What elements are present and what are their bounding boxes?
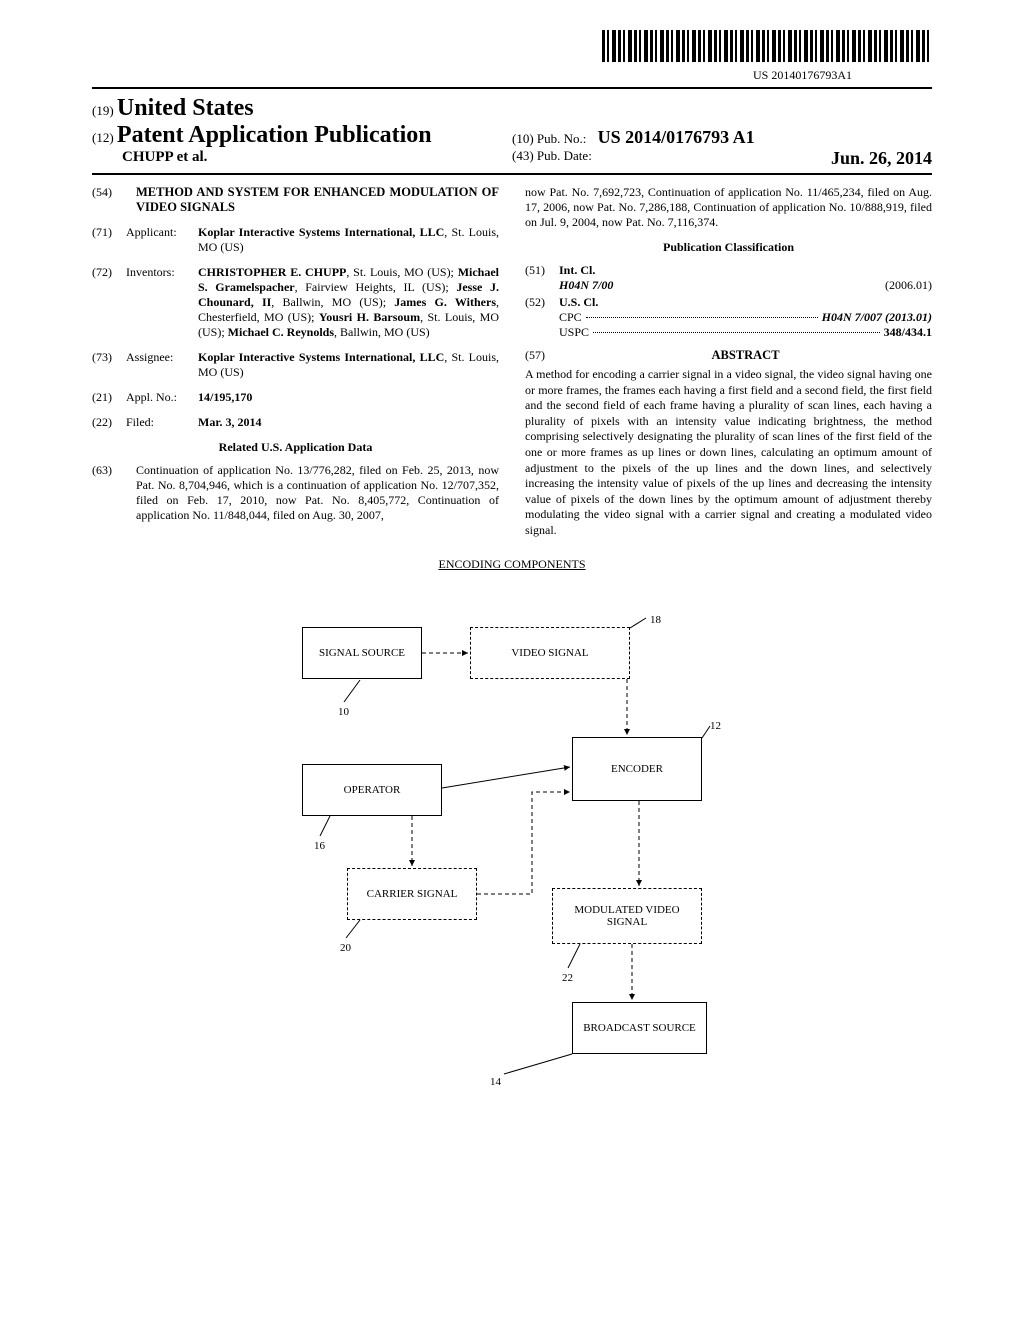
pubclass-head: Publication Classification: [525, 240, 932, 255]
barcode-text: US 20140176793A1: [92, 68, 852, 83]
related-head: Related U.S. Application Data: [92, 440, 499, 455]
filed-row: (22) Filed: Mar. 3, 2014: [92, 415, 499, 430]
applicant-code: (71): [92, 225, 126, 255]
left-column: (54) METHOD AND SYSTEM FOR ENHANCED MODU…: [92, 185, 499, 539]
uspc-label: USPC: [559, 325, 589, 340]
rule-top: [92, 87, 932, 89]
diagram-box-signal-source: SIGNAL SOURCE: [302, 627, 422, 679]
related-code: (63): [92, 463, 126, 523]
diagram-ref-14: 14: [490, 1076, 501, 1088]
invention-title: METHOD AND SYSTEM FOR ENHANCED MODULATIO…: [136, 185, 499, 215]
filed-date: Mar. 3, 2014: [198, 415, 499, 430]
pubno-row: (10) Pub. No.: US 2014/0176793 A1: [512, 127, 932, 148]
pubdate: Jun. 26, 2014: [831, 148, 932, 169]
applicant-row: (71) Applicant: Koplar Interactive Syste…: [92, 225, 499, 255]
pubno: US 2014/0176793 A1: [598, 127, 755, 147]
code-pub: (12): [92, 130, 114, 145]
code-pubdate: (43): [512, 148, 534, 163]
inventors-body: CHRISTOPHER E. CHUPP, St. Louis, MO (US)…: [198, 265, 499, 340]
intcl-value: H04N 7/00: [559, 278, 885, 293]
assignee-body: Koplar Interactive Systems International…: [198, 350, 499, 380]
applno: 14/195,170: [198, 390, 499, 405]
related-text-left: Continuation of application No. 13/776,2…: [136, 463, 499, 523]
abstract-head: ABSTRACT: [559, 348, 932, 363]
dots: [586, 317, 818, 318]
code-pubno: (10): [512, 131, 534, 146]
diagram-box-encoder: ENCODER: [572, 737, 702, 801]
diagram-ref-22: 22: [562, 972, 573, 984]
diagram: SIGNAL SOURCE VIDEO SIGNAL OPERATOR ENCODER…: [232, 592, 792, 1102]
applno-code: (21): [92, 390, 126, 405]
authors-line: CHUPP et al.: [92, 149, 512, 166]
title-code: (54): [92, 185, 126, 215]
body-columns: (54) METHOD AND SYSTEM FOR ENHANCED MODU…: [92, 185, 932, 539]
diagram-box-operator: OPERATOR: [302, 764, 442, 816]
diagram-ref-18: 18: [650, 614, 661, 626]
uspc-value: 348/434.1: [884, 325, 932, 340]
inventors-row: (72) Inventors: CHRISTOPHER E. CHUPP, St…: [92, 265, 499, 340]
title-row: (54) METHOD AND SYSTEM FOR ENHANCED MODU…: [92, 185, 499, 215]
barcode: [602, 30, 932, 62]
diagram-box-carrier-signal: CARRIER SIGNAL: [347, 868, 477, 920]
intcl-row: (51) Int. Cl. H04N 7/00 (2006.01): [525, 263, 932, 293]
uscl-label: U.S. Cl.: [559, 295, 932, 310]
diagram-ref-20: 20: [340, 942, 351, 954]
applicant-body: Koplar Interactive Systems International…: [198, 225, 499, 255]
applno-row: (21) Appl. No.: 14/195,170: [92, 390, 499, 405]
intcl-code: (51): [525, 263, 559, 293]
diagram-title: ENCODING COMPONENTS: [92, 557, 932, 572]
intcl-label: Int. Cl.: [559, 263, 932, 278]
cpc-value: H04N 7/007 (2013.01): [822, 310, 932, 325]
barcode-region: US 20140176793A1: [92, 30, 932, 83]
filed-code: (22): [92, 415, 126, 430]
patent-header: (19) United States (12) Patent Applicati…: [92, 95, 932, 169]
uscl-code: (52): [525, 295, 559, 340]
diagram-box-modulated-video: MODULATED VIDEO SIGNAL: [552, 888, 702, 944]
related-row: (63) Continuation of application No. 13/…: [92, 463, 499, 523]
abstract-head-row: (57) ABSTRACT: [525, 348, 932, 363]
intcl-year: (2006.01): [885, 278, 932, 293]
inventors-code: (72): [92, 265, 126, 340]
pubdate-row: (43) Pub. Date: Jun. 26, 2014: [512, 148, 932, 164]
diagram-box-video-signal: VIDEO SIGNAL: [470, 627, 630, 679]
pubdate-label: Pub. Date:: [537, 148, 592, 163]
cpc-label: CPC: [559, 310, 582, 325]
assignee-code: (73): [92, 350, 126, 380]
inventors-label: Inventors:: [126, 265, 198, 340]
assignee-label: Assignee:: [126, 350, 198, 380]
related-text-right: now Pat. No. 7,692,723, Continuation of …: [525, 185, 932, 230]
diagram-ref-16: 16: [314, 840, 325, 852]
right-column: now Pat. No. 7,692,723, Continuation of …: [525, 185, 932, 539]
rule-bottom: [92, 173, 932, 175]
diagram-ref-12: 12: [710, 720, 721, 732]
code-country: (19): [92, 103, 114, 118]
diagram-box-broadcast-source: BROADCAST SOURCE: [572, 1002, 707, 1054]
country-line: (19) United States: [92, 95, 512, 122]
publication-line: (12) Patent Application Publication: [92, 122, 512, 149]
pubno-label: Pub. No.:: [537, 131, 586, 146]
dots: [593, 332, 880, 333]
filed-label: Filed:: [126, 415, 198, 430]
assignee-row: (73) Assignee: Koplar Interactive System…: [92, 350, 499, 380]
uscl-row: (52) U.S. Cl. CPC H04N 7/007 (2013.01) U…: [525, 295, 932, 340]
publication-type: Patent Application Publication: [117, 122, 432, 148]
diagram-ref-10: 10: [338, 706, 349, 718]
abstract-code: (57): [525, 348, 559, 363]
applno-label: Appl. No.:: [126, 390, 198, 405]
applicant-label: Applicant:: [126, 225, 198, 255]
abstract-body: A method for encoding a carrier signal i…: [525, 367, 932, 539]
country: United States: [117, 95, 254, 121]
